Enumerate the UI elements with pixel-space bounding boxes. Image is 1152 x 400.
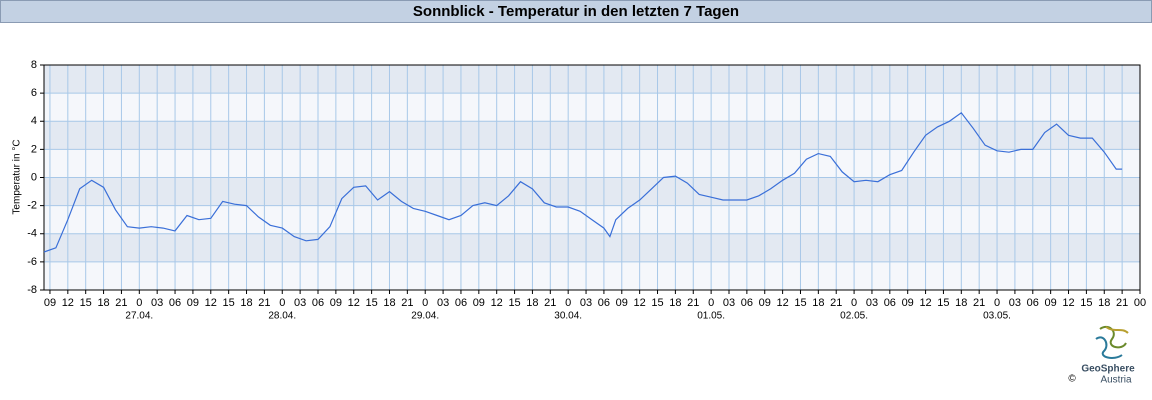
x-tick-label: 15 [223,297,235,309]
x-tick-label: 18 [1098,297,1110,309]
x-tick-label: 0 [136,297,142,309]
y-tick-label: 6 [31,87,37,99]
grid-band [44,261,1140,290]
y-tick-label: 0 [31,171,37,183]
x-tick-label: 0 [279,297,285,309]
y-tick-label: -6 [27,256,37,268]
logo-sub: Austria [1100,375,1132,386]
x-tick-label: 03 [580,297,592,309]
x-tick-label: 0 [565,297,571,309]
logo-swirl [1095,336,1123,359]
plot-frame [43,64,1141,291]
x-tick-label: 03 [1009,297,1021,309]
x-tick-label: 0 [422,297,428,309]
x-tick-label: 18 [97,297,109,309]
x-tick-label: 03 [723,297,735,309]
y-tick-label: 8 [31,59,37,71]
x-tick-label: 21 [544,297,556,309]
day-label: 28.04. [268,311,296,322]
y-tick-label: 2 [31,143,37,155]
day-label: 29.04. [411,311,439,322]
x-tick-label: 12 [1062,297,1074,309]
x-tick-label: 18 [669,297,681,309]
grid-band [44,149,1140,178]
x-tick-label: 09 [1045,297,1057,309]
x-tick-label: 12 [919,297,931,309]
grid-band [44,65,1140,94]
grid-band [44,177,1140,206]
x-tick-label: 21 [973,297,985,309]
x-tick-label: 18 [812,297,824,309]
x-tick-label: 12 [62,297,74,309]
x-tick-label: 12 [348,297,360,309]
grid-band [44,233,1140,262]
x-tick-label: 15 [1080,297,1092,309]
y-tick-label: -2 [27,200,37,212]
day-label: 30.04. [554,311,582,322]
x-tick-label: 06 [312,297,324,309]
x-tick-label: 18 [383,297,395,309]
temperature-line [43,111,1123,253]
x-tick-label: 09 [330,297,342,309]
x-tick-label: 09 [473,297,485,309]
x-tick-label: 21 [687,297,699,309]
x-tick-label: 21 [258,297,270,309]
x-tick-label: 21 [830,297,842,309]
x-tick-label: 03 [866,297,878,309]
day-label: 02.05. [840,311,868,322]
x-tick-label: 09 [759,297,771,309]
y-tick-label: -8 [27,284,37,296]
x-tick-label: 18 [955,297,967,309]
x-tick-label: 15 [937,297,949,309]
x-tick-label: 15 [80,297,92,309]
chart-title: Sonnblick - Temperatur in den letzten 7 … [413,3,739,20]
x-tick-label: 06 [741,297,753,309]
day-label: 03.05. [983,311,1011,322]
x-tick-label: 15 [651,297,663,309]
x-tick-label: 09 [44,297,56,309]
logo-swirl [1105,326,1129,334]
x-tick-label: 0 [851,297,857,309]
x-tick-label: 18 [240,297,252,309]
x-tick-label: 06 [884,297,896,309]
y-tick-label: 4 [31,115,37,127]
x-tick-label: 21 [1116,297,1128,309]
x-tick-label: 12 [205,297,217,309]
x-tick-label: 00 [1134,297,1146,309]
x-tick-label: 12 [634,297,646,309]
x-tick-label: 03 [437,297,449,309]
logo [1095,325,1129,359]
x-tick-label: 03 [294,297,306,309]
grid-band [44,121,1140,150]
x-tick-label: 12 [491,297,503,309]
x-tick-label: 09 [187,297,199,309]
x-tick-label: 06 [169,297,181,309]
x-tick-label: 09 [616,297,628,309]
copyright: © [1068,374,1076,385]
x-tick-label: 0 [708,297,714,309]
day-label: 27.04. [125,311,153,322]
y-axis-label: Temperatur in °C [12,139,23,214]
x-tick-label: 12 [776,297,788,309]
x-tick-label: 15 [794,297,806,309]
x-tick-label: 06 [598,297,610,309]
x-tick-label: 06 [455,297,467,309]
x-tick-label: 15 [508,297,520,309]
x-tick-label: 03 [151,297,163,309]
x-tick-label: 18 [526,297,538,309]
day-label: 01.05. [697,311,725,322]
grid-band [44,93,1140,122]
x-tick-label: 21 [401,297,413,309]
x-tick-label: 15 [365,297,377,309]
x-tick-label: 06 [1027,297,1039,309]
x-tick-label: 0 [994,297,1000,309]
y-tick-label: -4 [27,228,37,240]
x-tick-label: 09 [902,297,914,309]
x-tick-label: 21 [115,297,127,309]
logo-name: GeoSphere [1081,364,1135,375]
